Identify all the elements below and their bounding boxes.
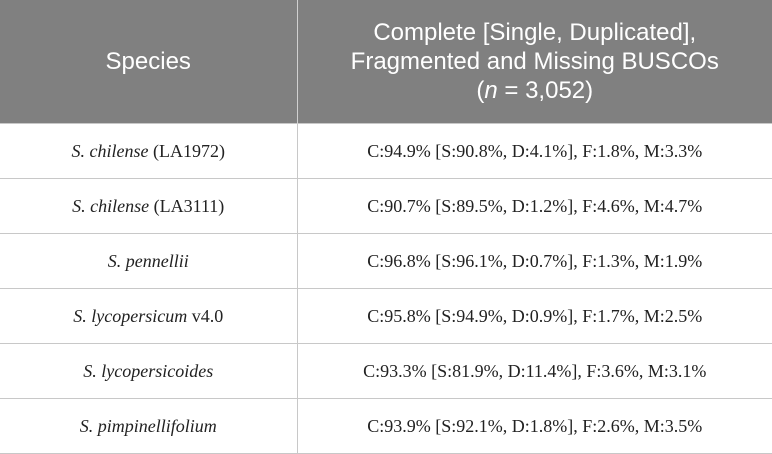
busco-text: C:95.8% [S:94.9%, D:0.9%], F:1.7%, M:2.5… [367, 305, 703, 326]
species-suffix: (LA3111) [153, 195, 225, 216]
row: S. lycopersicoides C:93.3% [S:81.9%, D:1… [0, 343, 772, 399]
header-row: Species Complete [Single, Duplicated], F… [0, 0, 772, 124]
species-suffix: (LA1972) [153, 140, 225, 161]
busco-text: C:94.9% [S:90.8%, D:4.1%], F:1.8%, M:3.3… [367, 140, 703, 161]
busco-cell: C:93.9% [S:92.1%, D:1.8%], F:2.6%, M:3.5… [297, 398, 772, 454]
species-name: S. chilense [71, 140, 149, 161]
species-name: S. lycopersicoides [83, 360, 214, 381]
species-cell: S. chilense (LA3111) [0, 178, 298, 234]
row: S. lycopersicum v4.0 C:95.8% [S:94.9%, D… [0, 288, 772, 344]
header-text: Complete [Single, Duplicated], [373, 19, 697, 46]
species-cell: S. chilense (LA1972) [0, 123, 298, 179]
busco-text: C:93.3% [S:81.9%, D:11.4%], F:3.6%, M:3.… [363, 360, 707, 381]
row: S. pimpinellifolium C:93.9% [S:92.1%, D:… [0, 398, 772, 454]
species-name: S. lycopersicum [73, 305, 188, 326]
species-name: S. chilense [72, 195, 150, 216]
busco-cell: C:94.9% [S:90.8%, D:4.1%], F:1.8%, M:3.3… [297, 123, 772, 179]
busco-text: C:90.7% [S:89.5%, D:1.2%], F:4.6%, M:4.7… [367, 195, 703, 216]
species-cell: S. lycopersicoides [0, 343, 298, 399]
busco-cell: C:90.7% [S:89.5%, D:1.2%], F:4.6%, M:4.7… [297, 178, 772, 234]
header-text: Fragmented and Missing BUSCOs [350, 48, 719, 75]
header-cell: Complete [Single, Duplicated], Fragmente… [297, 0, 772, 124]
species-cell: S. pennellii [0, 233, 298, 289]
busco-text: C:93.9% [S:92.1%, D:1.8%], F:2.6%, M:3.5… [367, 415, 703, 436]
species-suffix: v4.0 [191, 305, 224, 326]
species-cell: S. pimpinellifolium [0, 398, 298, 454]
busco-cell: C:95.8% [S:94.9%, D:0.9%], F:1.7%, M:2.5… [297, 288, 772, 344]
row: S. chilense (LA3111) C:90.7% [S:89.5%, D… [0, 178, 772, 234]
busco-text: C:96.8% [S:96.1%, D:0.7%], F:1.3%, M:1.9… [367, 250, 703, 271]
header-variable: n [484, 77, 498, 104]
header-text: ( [476, 77, 485, 104]
species-name: S. pimpinellifolium [79, 415, 217, 436]
row: S. pennellii C:96.8% [S:96.1%, D:0.7%], … [0, 233, 772, 289]
species-cell: S. lycopersicum v4.0 [0, 288, 298, 344]
species-name: S. pennellii [107, 250, 189, 271]
header-text: = 3,052) [504, 77, 594, 104]
row: S. chilense (LA1972) C:94.9% [S:90.8%, D… [0, 123, 772, 179]
busco-cell: C:96.8% [S:96.1%, D:0.7%], F:1.3%, M:1.9… [297, 233, 772, 289]
header-cell: Species [0, 0, 298, 124]
busco-cell: C:93.3% [S:81.9%, D:11.4%], F:3.6%, M:3.… [297, 343, 772, 399]
header-text: Species [105, 48, 191, 75]
